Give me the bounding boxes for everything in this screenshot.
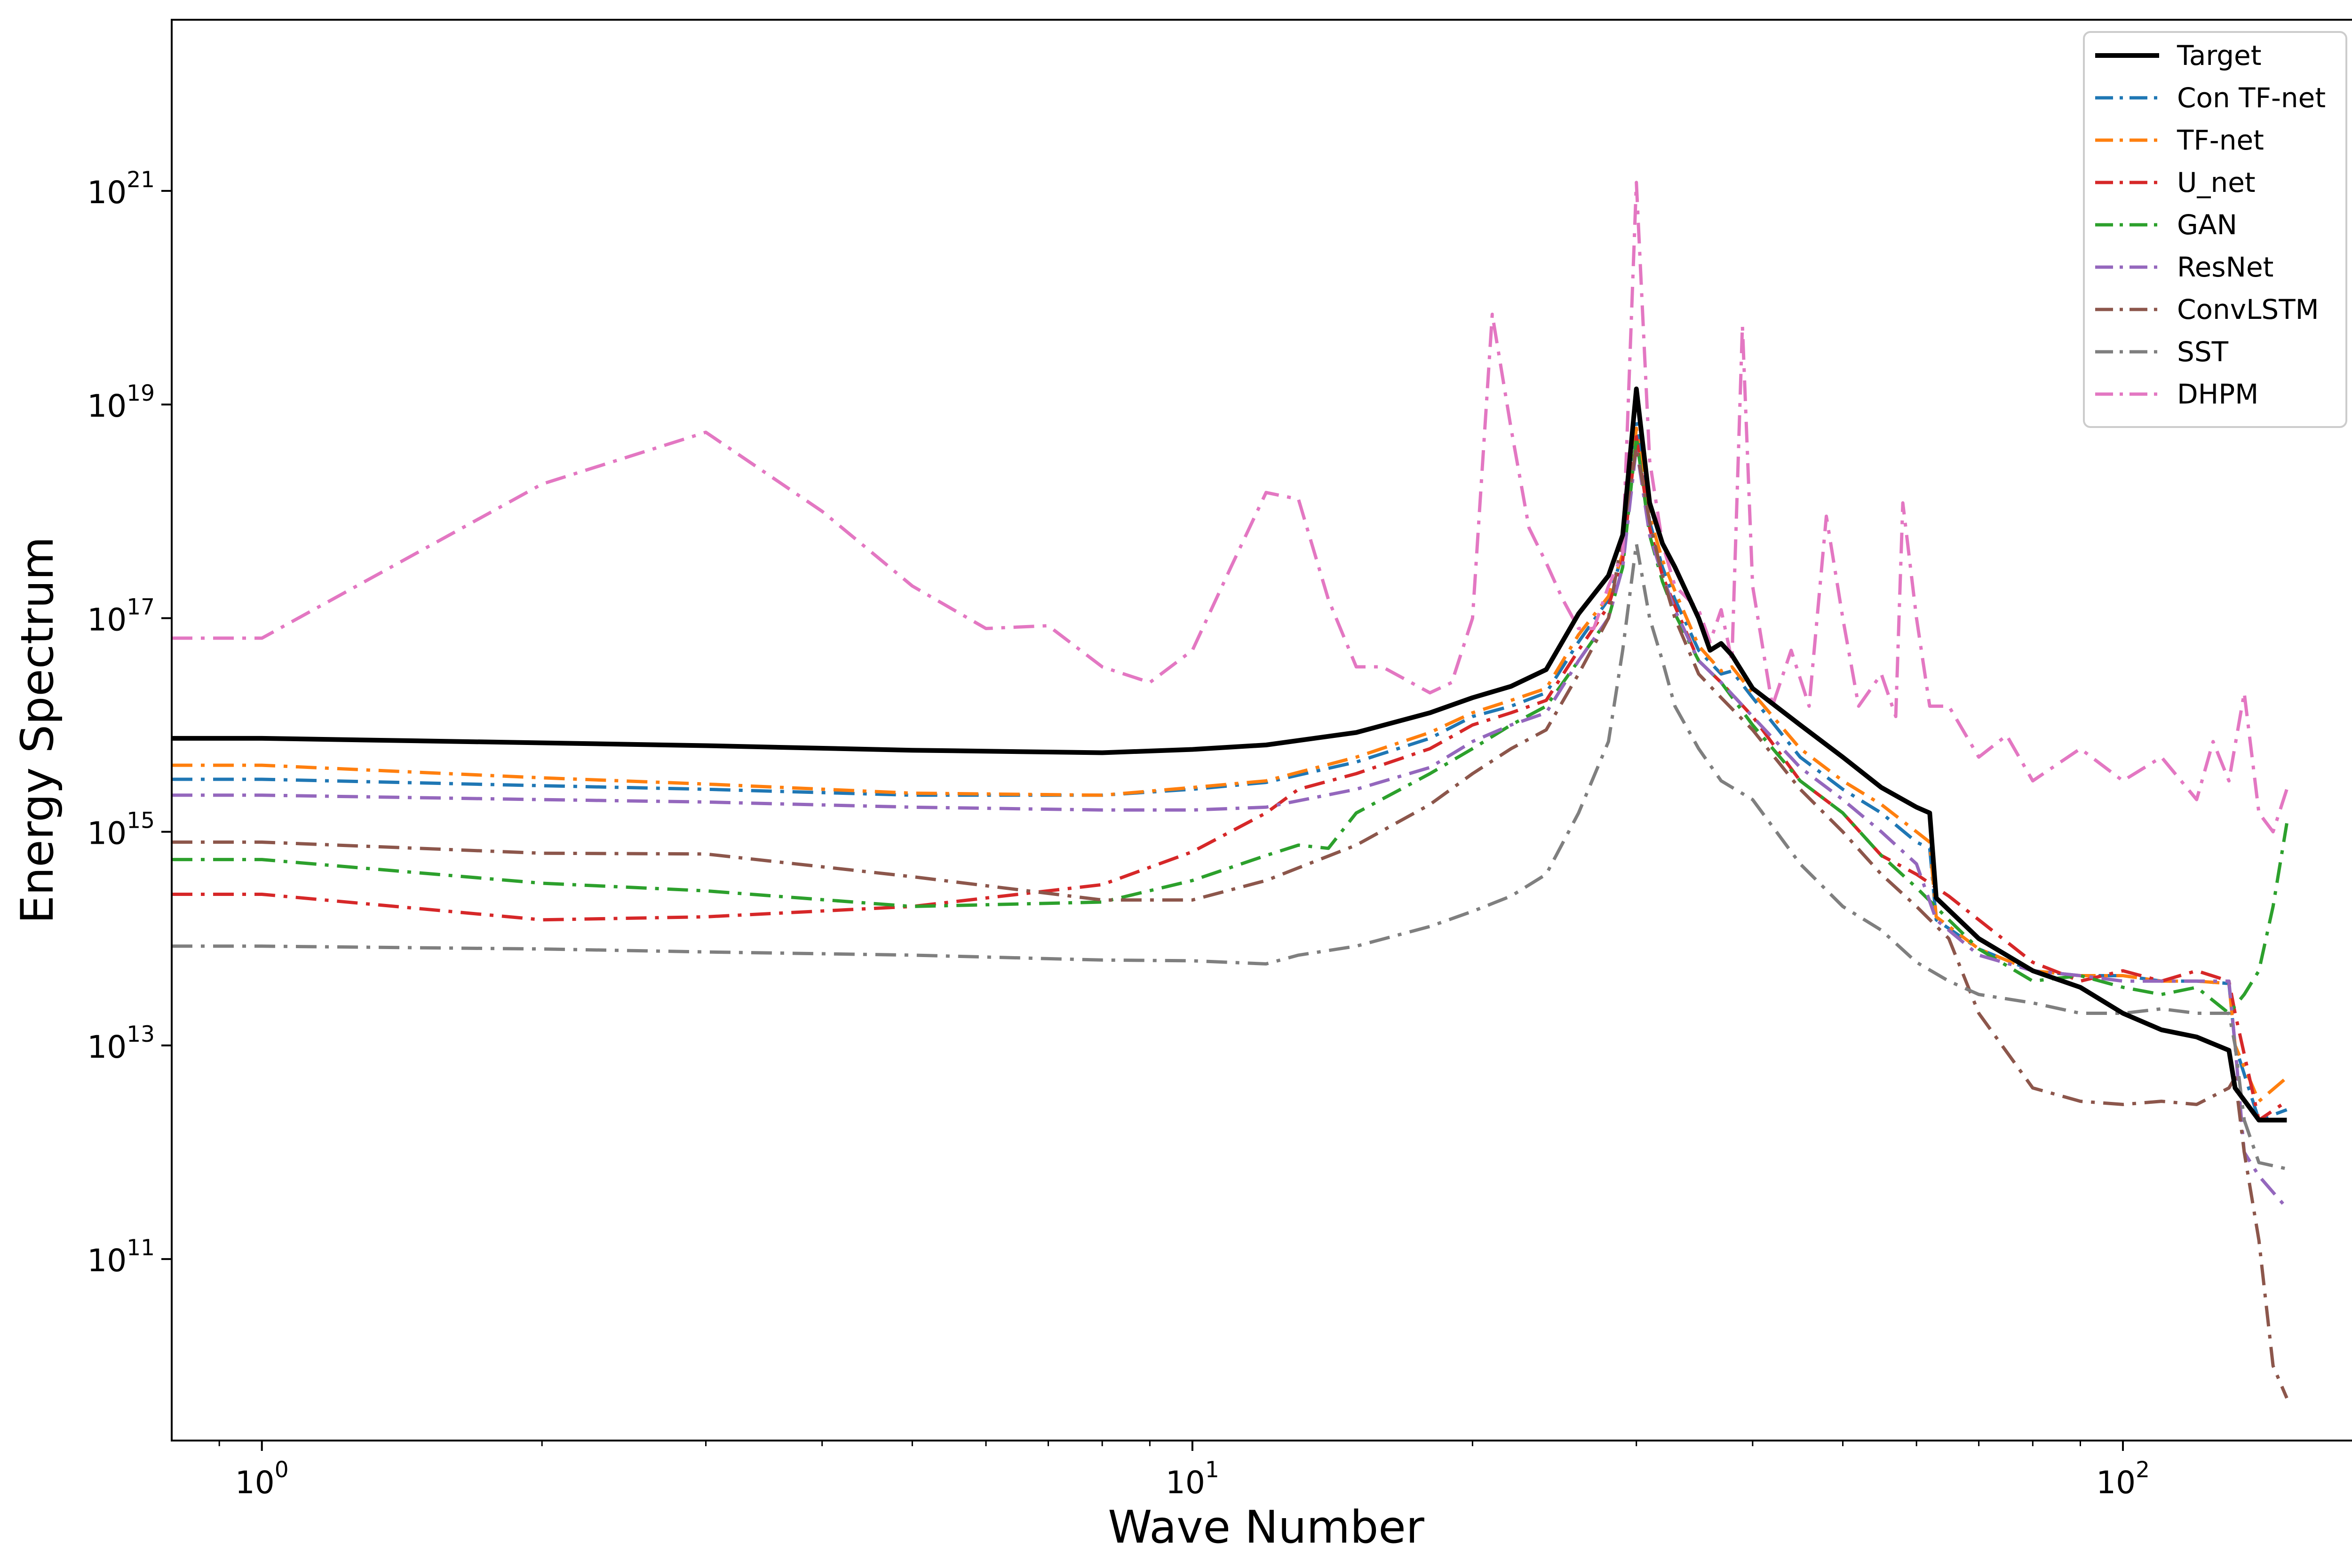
legend-entry-label: ConvLSTM xyxy=(2177,293,2319,325)
x-tick-label: 101 xyxy=(1166,1457,1219,1501)
series-line-resnet xyxy=(172,445,2288,1210)
y-tick-label: 1019 xyxy=(87,380,155,424)
series-layer xyxy=(172,181,2288,1399)
y-tick-label: 1015 xyxy=(87,808,155,852)
legend-entry-label: ResNet xyxy=(2177,251,2273,283)
y-tick-label: 1021 xyxy=(87,167,155,211)
series-line-target xyxy=(172,386,2287,1123)
plot-frame xyxy=(171,19,2352,1441)
y-axis-label: Energy Spectrum xyxy=(12,537,64,924)
series-line-gan xyxy=(172,435,2288,1015)
legend-entry-label: Con TF-net xyxy=(2177,82,2326,114)
series-line-sst xyxy=(172,542,2288,1171)
legend-entry-label: Target xyxy=(2177,40,2261,71)
series-line-tf-net xyxy=(172,427,2288,1103)
y-tick-label: 1011 xyxy=(87,1235,155,1279)
series-line-con-tf-net xyxy=(172,419,2288,1122)
legend-entry-label: GAN xyxy=(2177,209,2237,241)
legend-entry-label: TF-net xyxy=(2177,124,2264,156)
x-axis-label: Wave Number xyxy=(1108,1502,1425,1553)
series-line-dhpm xyxy=(172,181,2288,834)
x-tick-label: 100 xyxy=(235,1457,289,1501)
x-tick-label: 102 xyxy=(2096,1457,2150,1501)
legend: Target Con TF-net TF-net U_net GAN ResNet Conv… xyxy=(2083,31,2347,428)
y-tick-label: 1013 xyxy=(87,1022,155,1065)
legend-entry-label: DHPM xyxy=(2177,378,2258,410)
tick-layer: 100 101 102 1011 1013 1015 1017 1019 1021 xyxy=(87,167,2150,1501)
legend-box xyxy=(2083,31,2347,428)
y-tick-label: 1017 xyxy=(87,594,155,638)
legend-entry-label: SST xyxy=(2177,336,2229,368)
legend-entry-label: U_net xyxy=(2177,166,2256,198)
